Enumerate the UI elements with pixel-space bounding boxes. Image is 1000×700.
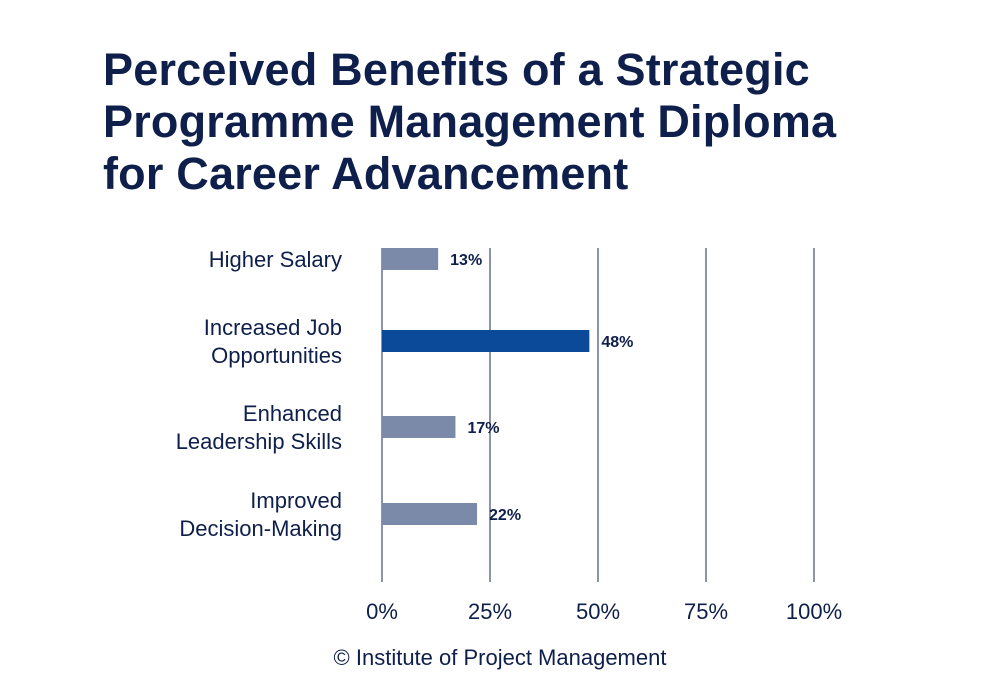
category-label: Enhanced [243,401,342,426]
x-tick-label: 0% [366,599,398,624]
copyright-footer: © Institute of Project Management [333,645,667,670]
category-label: Increased Job [204,315,342,340]
category-label: Improved [250,488,342,513]
data-label: 13% [450,252,482,269]
x-tick-label: 50% [576,599,620,624]
data-label: 22% [489,507,521,524]
category-label: Higher Salary [209,247,342,272]
bar [382,503,478,525]
bar [382,330,590,352]
data-label: 17% [467,420,499,437]
x-tick-label: 25% [468,599,512,624]
title-line-2: Programme Management Diploma [103,96,837,147]
chart-title: Perceived Benefits of a Strategic Progra… [103,44,963,200]
x-tick-label: 75% [684,599,728,624]
category-label: Leadership Skills [176,429,342,454]
bar [382,248,439,270]
category-label: Decision-Making [179,516,342,541]
data-label: 48% [601,334,633,351]
x-tick-label: 100% [786,599,842,624]
bar [382,416,456,438]
title-line-3: for Career Advancement [103,148,629,199]
title-line-1: Perceived Benefits of a Strategic [103,44,810,95]
category-label: Opportunities [211,343,342,368]
